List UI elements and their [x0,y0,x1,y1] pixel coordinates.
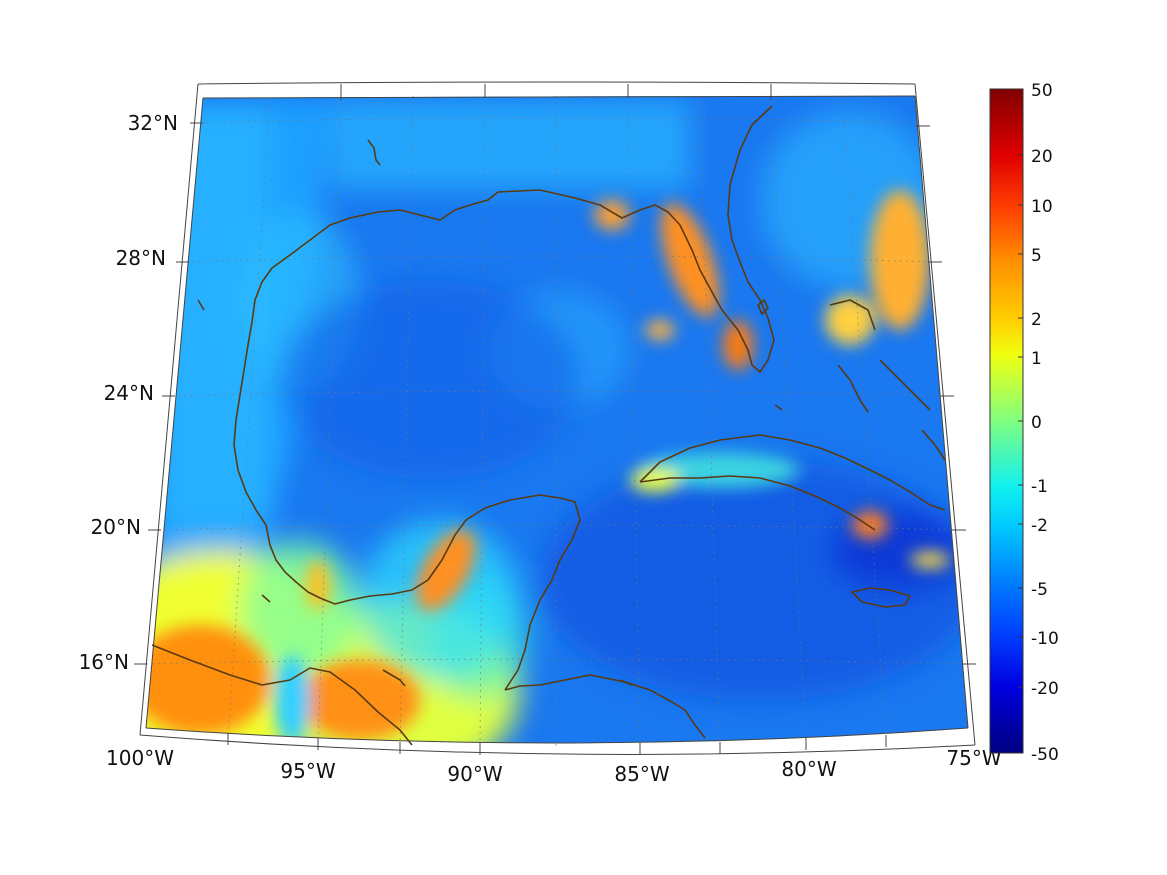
colorbar-label: 50 [1031,81,1053,101]
colorbar-label: -10 [1031,629,1059,649]
colorbar-label: 1 [1031,349,1042,369]
longitude-labels: 100°W 95°W 90°W 85°W 80°W 75°W [106,746,1002,786]
colorbar-label: -1 [1031,477,1048,497]
colorbar-labels: 50 20 10 5 2 1 0 -1 -2 -5 -10 -20 -50 [1031,81,1059,765]
data-field [146,96,968,743]
colorbar-label: -2 [1031,516,1048,536]
coastlines [151,105,946,746]
colorbar-label: -20 [1031,679,1059,699]
frame-ticks [134,84,976,755]
latitude-labels: 32°N 28°N 24°N 20°N 16°N [79,111,178,674]
colorbar-label: 20 [1031,147,1053,167]
lat-label-16n: 16°N [79,650,129,674]
colorbar-label: -50 [1031,745,1059,765]
lon-label-90w: 90°W [447,762,502,786]
lat-label-20n: 20°N [91,515,141,539]
colorbar-label: -5 [1031,580,1048,600]
colorbar-label: 10 [1031,197,1053,217]
lat-label-28n: 28°N [116,246,166,270]
lon-label-95w: 95°W [280,759,335,783]
colorbar: 50 20 10 5 2 1 0 -1 -2 -5 -10 -20 -50 [989,81,1059,765]
lat-label-32n: 32°N [128,111,178,135]
colorbar-label: 0 [1031,413,1042,433]
lat-label-24n: 24°N [104,381,154,405]
colorbar-gradient [989,88,1024,754]
lon-label-85w: 85°W [614,762,669,786]
colorbar-label: 2 [1031,310,1042,330]
lon-label-100w: 100°W [106,746,174,770]
colorbar-label: 5 [1031,246,1042,266]
graticule [145,95,966,748]
lon-label-80w: 80°W [781,757,836,781]
colorbar-ticks [1018,154,1023,688]
